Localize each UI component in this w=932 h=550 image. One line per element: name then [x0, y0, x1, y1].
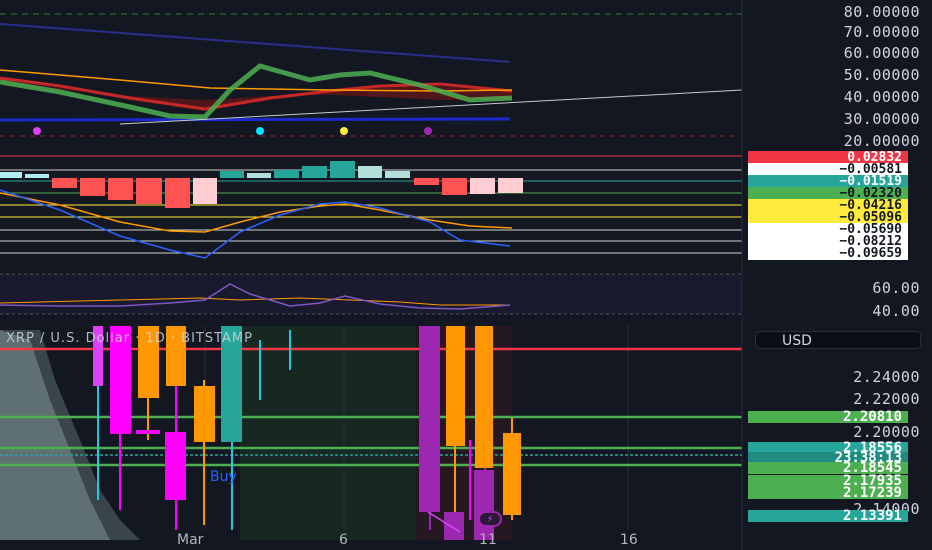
signal-dot [33, 127, 41, 135]
macd-value-tag: −0.04216 [748, 199, 908, 212]
candle [165, 432, 186, 500]
osc-axis-label: 40.00 [872, 302, 920, 320]
macd-value-tag: 0.02832 [748, 151, 908, 164]
price-axis-label: 2.24000 [853, 368, 920, 386]
rsi-line [0, 63, 513, 120]
macd-histogram-bar [470, 178, 495, 194]
x-axis-label: Mar [177, 532, 204, 548]
osc-line [0, 283, 511, 310]
rsi-axis-label: 50.00000 [843, 66, 920, 84]
macd-histogram-bar [165, 178, 190, 208]
macd-line [0, 189, 511, 259]
rsi-ma-line [0, 69, 513, 92]
macd-signal-line [0, 192, 513, 233]
macd-histogram-bar [385, 171, 410, 178]
rsi-axis-label: 80.00000 [843, 3, 920, 21]
macd-value-tag: −0.08212 [748, 235, 908, 248]
macd-value-tag: −0.05096 [748, 211, 908, 224]
candle [419, 326, 440, 512]
x-axis-label: 6 [339, 532, 348, 548]
rsi-axis-label: 60.00000 [843, 44, 920, 62]
oscillator-panel [0, 273, 742, 315]
x-axis-label: 11 [479, 532, 497, 548]
price-axis-label: 2.22000 [853, 390, 920, 408]
price-panel [0, 326, 742, 550]
macd-histogram-bar [193, 178, 217, 204]
macd-histogram-bar [330, 161, 355, 178]
macd-histogram-bar [414, 178, 439, 185]
macd-histogram-bar [220, 171, 244, 178]
candle [444, 512, 464, 540]
candle [475, 326, 493, 468]
candle [446, 326, 465, 446]
signal-dot [424, 127, 432, 135]
macd-value-tag: −0.09659 [748, 247, 908, 260]
macd-value-tag: −0.01519 [748, 175, 908, 188]
macd-histogram-bar [302, 166, 327, 178]
price-level-tag: 2.13391 [748, 509, 908, 523]
candle [221, 326, 242, 442]
price-level-tag: 2.18545 [748, 461, 908, 475]
macd-histogram-bar [25, 174, 49, 178]
price-level-tag: 2.18556 [748, 441, 908, 455]
osc-axis-label: 60.00 [872, 279, 920, 297]
rsi-panel [0, 13, 743, 137]
candle [166, 326, 186, 386]
candle [503, 433, 521, 515]
macd-histogram-bar [80, 178, 105, 196]
candle [110, 326, 131, 434]
osc-signal-line [0, 297, 510, 306]
macd-value-tag: −0.02320 [748, 187, 908, 200]
price-level-tag: 2.17935 [748, 474, 908, 488]
rsi-axis-label: 40.00000 [843, 88, 920, 106]
macd-histogram-bar [0, 172, 22, 178]
macd-histogram-bar [274, 170, 299, 178]
signal-dot [256, 127, 264, 135]
macd-value-tag: −0.00581 [748, 163, 908, 176]
chart-title[interactable]: XRP / U.S. Dollar · 1D · BITSTAMP [6, 331, 253, 346]
macd-histogram-bar [108, 178, 133, 200]
price-axis-label: 2.20000 [853, 423, 920, 441]
rsi-upper-band [0, 23, 511, 63]
macd-histogram-bar [358, 166, 382, 178]
macd-value-tag: −0.05690 [748, 223, 908, 236]
countdown-tag: 23:38:13 [748, 451, 908, 465]
macd-histogram-bar [247, 173, 271, 178]
rsi-axis-label: 30.00000 [843, 110, 920, 128]
price-level-tag: 2.17239 [748, 486, 908, 500]
macd-histogram-bar [52, 178, 77, 188]
signal-dot [340, 127, 348, 135]
candle [93, 326, 103, 386]
candle [136, 430, 160, 434]
candle [194, 386, 215, 442]
rsi-lower-band [0, 117, 511, 122]
price-level-tag: 2.20810 [748, 410, 908, 424]
macd-histogram-bar [136, 178, 162, 204]
currency-button[interactable]: USD [755, 331, 921, 349]
rsi-axis-label: 70.00000 [843, 23, 920, 41]
macd-histogram-bar [442, 178, 467, 195]
buy-signal-label: Buy [210, 469, 237, 485]
candle [474, 470, 494, 540]
macd-histogram-bar [498, 178, 523, 193]
candle [138, 326, 159, 398]
x-axis-label: 16 [620, 532, 638, 548]
macd-panel [0, 150, 742, 265]
rsi-trendline [119, 89, 743, 125]
lightning-icon[interactable]: ⚡ [478, 511, 502, 527]
rsi-axis-label: 20.00000 [843, 132, 920, 150]
